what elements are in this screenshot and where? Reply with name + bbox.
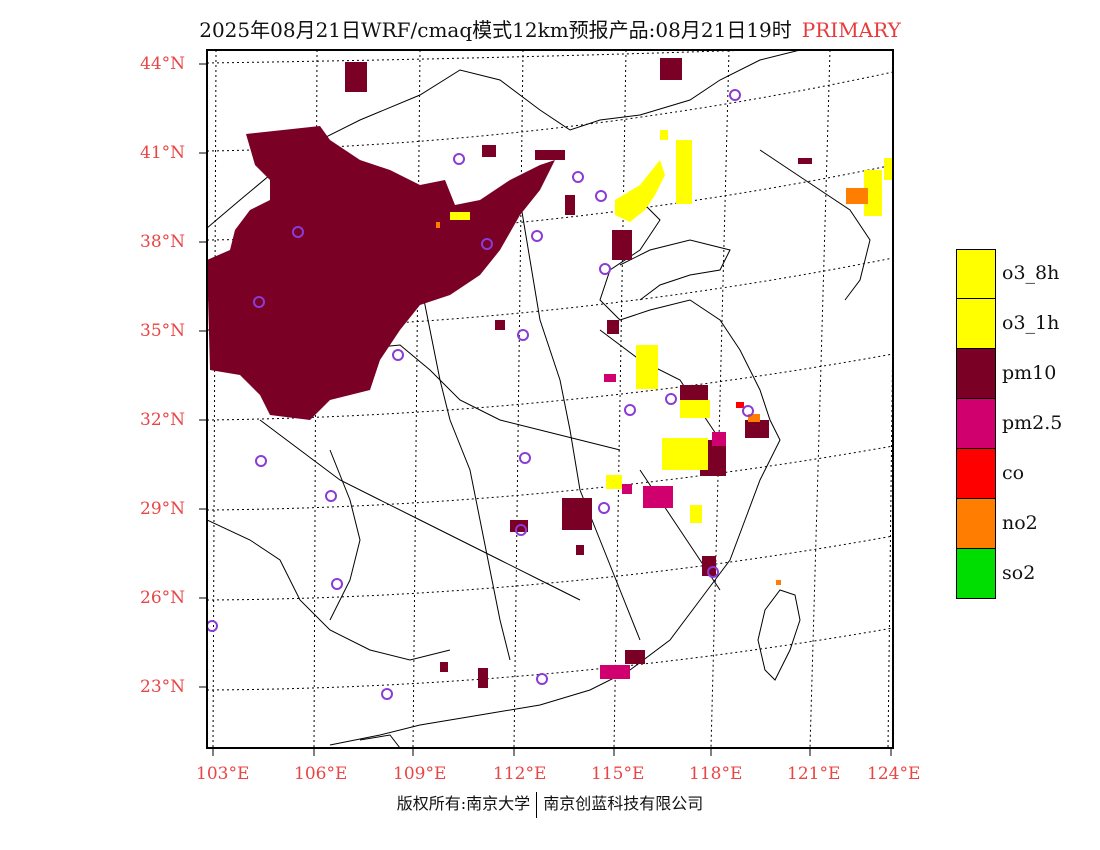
lon-label-118: 118°E (689, 764, 743, 784)
legend-label: pm10 (1002, 362, 1057, 384)
copyright-left: 版权所有:南京大学 (396, 794, 531, 813)
shandong-coast (619, 239, 731, 301)
legend-item-o3-1h: o3_1h (956, 299, 1096, 349)
lon-label-109: 109°E (393, 764, 447, 784)
legend-item-pm25: pm2.5 (956, 399, 1096, 449)
no2-regions (436, 188, 868, 585)
korea-border (759, 149, 871, 301)
legend-swatch (956, 549, 996, 599)
province-7 (599, 329, 721, 441)
lon-label-121: 121°E (787, 764, 841, 784)
lat-label-32: 32°N (140, 410, 186, 430)
legend-swatch (956, 399, 996, 449)
legend-swatch (956, 299, 996, 349)
lat-label-29: 29°N (140, 499, 186, 519)
province-5 (207, 519, 451, 661)
lon-label-106: 106°E (294, 764, 348, 784)
legend-label: pm2.5 (1002, 412, 1063, 434)
province-6 (329, 449, 361, 621)
station-markers (207, 89, 754, 700)
legend-item-o3-8h: o3_8h (956, 249, 1096, 299)
lat-label-41: 41°N (140, 143, 186, 163)
province-2 (259, 419, 581, 601)
map-frame (206, 49, 894, 749)
legend-swatch (956, 499, 996, 549)
legend-label: o3_1h (1002, 312, 1060, 334)
footer-separator (536, 791, 538, 818)
lon-label-115: 115°E (591, 764, 645, 784)
pm10-regions (207, 58, 812, 688)
province-3 (399, 239, 511, 661)
lat-label-35: 35°N (140, 321, 186, 341)
legend-swatch (956, 449, 996, 499)
axis-ticks (199, 63, 892, 756)
map-title: 2025年08月21日WRF/cmaq模式12km预报产品:08月21日19时 P… (0, 14, 1100, 43)
legend-item-so2: so2 (956, 549, 1096, 599)
lon-label-124: 124°E (867, 764, 921, 784)
lat-label-38: 38°N (140, 232, 186, 252)
legend-label: o3_8h (1002, 262, 1060, 284)
legend-swatch (956, 349, 996, 399)
primary-tag: PRIMARY (801, 18, 901, 42)
legend-item-no2: no2 (956, 499, 1096, 549)
legend-label: no2 (1002, 512, 1038, 534)
pollutant-legend: o3_8h o3_1h pm10 pm2.5 co no2 so2 (956, 249, 1096, 599)
legend-label: co (1002, 462, 1025, 484)
lat-label-23: 23°N (140, 677, 186, 697)
copyright-footer: 版权所有:南京大学 南京创蓝科技有限公司 (0, 790, 1100, 818)
legend-item-co: co (956, 449, 1096, 499)
co-regions (736, 402, 744, 408)
copyright-right: 南京创蓝科技有限公司 (543, 794, 704, 813)
pm25-regions (600, 374, 726, 679)
lon-label-112: 112°E (493, 764, 547, 784)
hainan-island (359, 734, 401, 748)
coastline (329, 199, 781, 746)
legend-label: so2 (1002, 562, 1036, 584)
lat-label-26: 26°N (140, 588, 186, 608)
title-text: 2025年08月21日WRF/cmaq模式12km预报产品:08月21日19时 (199, 18, 792, 42)
province-4 (519, 199, 641, 641)
legend-item-pm10: pm10 (956, 349, 1096, 399)
legend-swatch (956, 249, 996, 299)
taiwan-island (757, 589, 801, 681)
o3-regions (450, 130, 893, 523)
lat-label-44: 44°N (140, 54, 186, 74)
lon-label-103: 103°E (196, 764, 250, 784)
